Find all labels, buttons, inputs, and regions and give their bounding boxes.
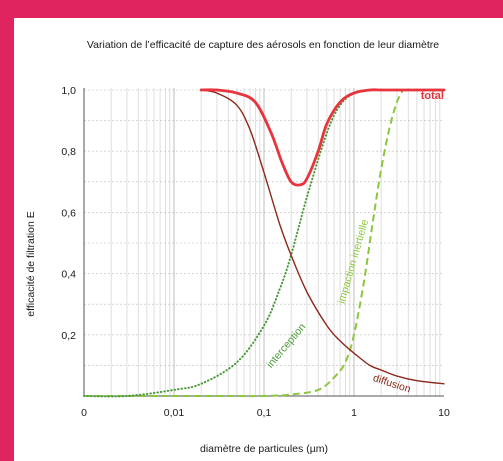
y-tick-label: 0,2 [61,330,76,342]
series-label-impaction-inertielle: impaction inertielle [336,218,372,305]
series-line-total [199,88,446,187]
x-tick-label: 0,1 [257,407,272,419]
chart-svg: Variation de l’efficacité de capture des… [25,39,450,455]
x-axis-label: diamètre de particules (µm) [200,443,328,455]
x-tick-label: 0,01 [164,407,185,419]
y-tick-label: 0,6 [61,207,76,219]
y-tick-label: 1,0 [61,85,76,97]
series-line-impaction-inertielle [83,89,404,398]
series-lines [83,88,446,398]
y-axis-label: efficacité de filtration E [25,211,37,316]
series-label-total: total [421,90,444,102]
tick-labels: 0 0,01 0,1 1 10 1,0 0,8 0,6 0,4 0,2 [61,85,450,419]
series-label-diffusion: diffusion [371,372,412,395]
chart-title: Variation de l’efficacité de capture des… [87,39,439,51]
series-label-interception: interception [264,321,308,370]
series-line-diffusion [200,89,445,385]
x-tick-label: 0 [81,407,87,419]
grid [83,88,444,396]
y-tick-label: 0,8 [61,146,76,158]
x-tick-label: 1 [351,407,357,419]
y-tick-label: 0,4 [61,269,76,281]
chart-card: Variation de l’efficacité de capture des… [14,18,503,461]
x-tick-label: 10 [438,407,450,419]
